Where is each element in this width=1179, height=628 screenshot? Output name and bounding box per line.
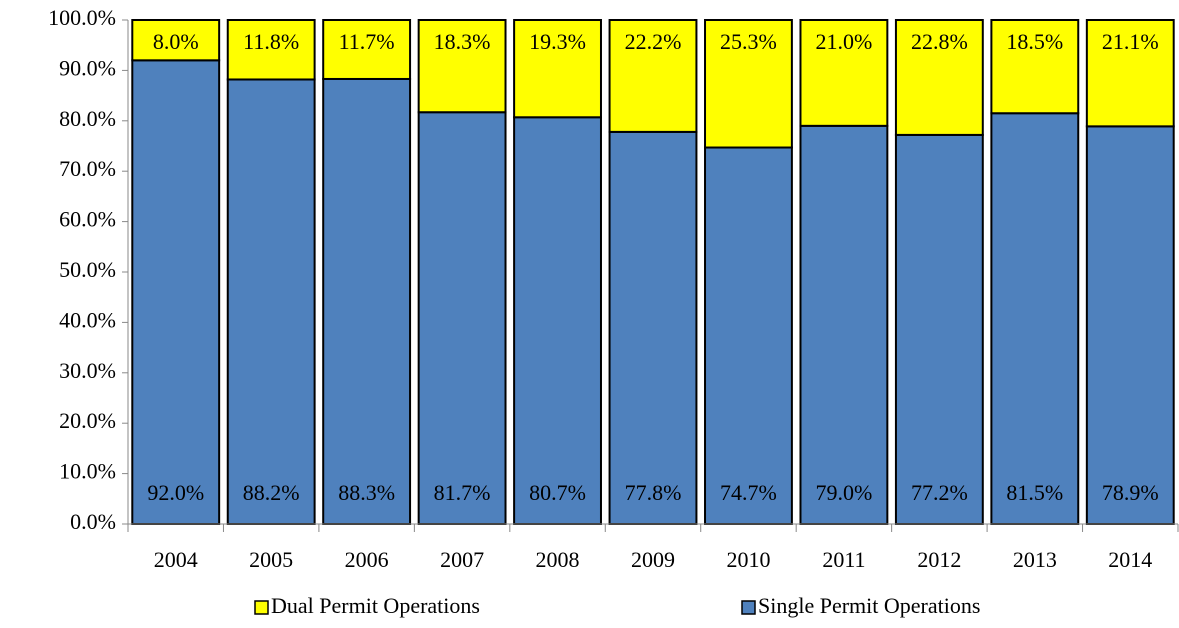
legend-swatch <box>741 600 756 615</box>
data-label: 80.7% <box>529 480 586 505</box>
data-label: 74.7% <box>720 480 777 505</box>
data-label: 77.2% <box>911 480 968 505</box>
data-label: 22.2% <box>625 29 682 54</box>
data-label: 22.8% <box>911 29 968 54</box>
bar-segment <box>608 19 698 133</box>
y-tick-label: 90.0% <box>59 55 116 80</box>
data-label: 78.9% <box>1102 480 1159 505</box>
x-tick-label: 2009 <box>631 547 675 572</box>
data-label: 88.2% <box>243 480 300 505</box>
bar-segment <box>226 78 316 526</box>
x-tick-label: 2006 <box>345 547 389 572</box>
bar-segment <box>226 19 316 81</box>
bar-segment <box>990 19 1080 115</box>
bar-segment <box>513 19 602 119</box>
data-label: 8.0% <box>153 29 199 54</box>
bar-segment <box>608 130 698 525</box>
bar-segment <box>417 111 507 526</box>
bar-segment <box>1085 125 1175 526</box>
data-label: 25.3% <box>720 29 777 54</box>
data-label: 11.7% <box>339 29 395 54</box>
bar-segment <box>131 59 221 525</box>
data-label: 81.5% <box>1006 480 1063 505</box>
bar-segment <box>417 19 507 114</box>
x-tick-label: 2007 <box>440 547 484 572</box>
data-label: 19.3% <box>529 29 586 54</box>
x-tick-label: 2010 <box>726 547 770 572</box>
bar-segment <box>799 124 889 525</box>
bar-segment <box>894 133 984 526</box>
data-label: 77.8% <box>625 480 682 505</box>
x-tick-label: 2014 <box>1108 547 1152 572</box>
bar-segment <box>131 19 221 62</box>
y-tick-label: 100.0% <box>48 5 116 30</box>
y-tick-label: 40.0% <box>59 307 116 332</box>
y-tick-label: 30.0% <box>59 358 116 383</box>
x-tick-label: 2012 <box>917 547 961 572</box>
data-label: 18.3% <box>434 29 491 54</box>
y-tick-label: 80.0% <box>59 106 116 131</box>
legend-label: Dual Permit Operations <box>271 593 480 618</box>
bar-segment <box>322 19 412 80</box>
data-label: 11.8% <box>243 29 299 54</box>
data-label: 92.0% <box>147 480 204 505</box>
x-tick-label: 2008 <box>536 547 580 572</box>
y-tick-label: 20.0% <box>59 408 116 433</box>
y-tick-label: 0.0% <box>70 509 116 534</box>
bar-segment <box>513 116 602 525</box>
x-tick-label: 2013 <box>1013 547 1057 572</box>
y-tick-label: 50.0% <box>59 257 116 282</box>
y-tick-label: 70.0% <box>59 156 116 181</box>
bar-segment <box>990 112 1080 526</box>
data-label: 18.5% <box>1006 29 1063 54</box>
x-tick-label: 2011 <box>822 547 865 572</box>
x-tick-label: 2005 <box>249 547 293 572</box>
bar-segment <box>1085 19 1175 128</box>
legend-label: Single Permit Operations <box>758 593 980 618</box>
y-tick-label: 60.0% <box>59 207 116 232</box>
legend-swatch <box>254 600 269 615</box>
bar-segment <box>704 19 793 149</box>
bar-segment <box>799 19 889 127</box>
bar-segment <box>322 77 412 526</box>
bar-segment <box>894 19 984 136</box>
bar-segment <box>704 146 793 525</box>
data-label: 21.0% <box>815 29 872 54</box>
data-label: 79.0% <box>815 480 872 505</box>
x-tick-label: 2004 <box>154 547 198 572</box>
data-label: 88.3% <box>338 480 395 505</box>
data-label: 21.1% <box>1102 29 1159 54</box>
y-tick-label: 10.0% <box>59 459 116 484</box>
data-label: 81.7% <box>434 480 491 505</box>
